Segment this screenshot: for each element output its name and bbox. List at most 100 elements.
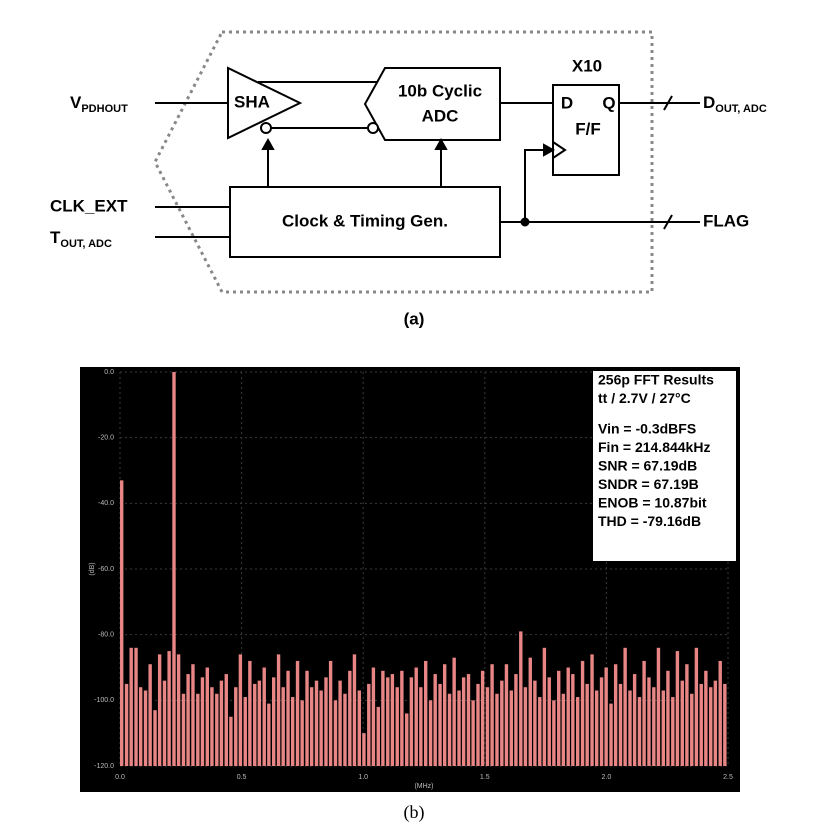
bar bbox=[219, 680, 224, 766]
bar bbox=[314, 680, 319, 766]
bar bbox=[590, 654, 594, 766]
bar bbox=[386, 677, 390, 766]
label-main: V bbox=[70, 93, 82, 112]
caption: (b) bbox=[404, 802, 425, 823]
arrow bbox=[261, 137, 275, 150]
bar bbox=[523, 687, 528, 766]
bar bbox=[604, 667, 608, 766]
bar bbox=[309, 687, 314, 766]
label-sub: OUT, ADC bbox=[60, 238, 112, 250]
block-diagram: VPDHOUT CLK_EXT TOUT, ADC SHA 10b Cyclic… bbox=[50, 30, 767, 328]
bar bbox=[495, 693, 499, 766]
bar bbox=[124, 683, 129, 766]
bar bbox=[405, 713, 409, 766]
bar bbox=[618, 683, 623, 766]
bar bbox=[652, 687, 656, 766]
bar bbox=[685, 664, 689, 766]
x-tick-label: 1.0 bbox=[358, 774, 368, 781]
output-label: FLAG bbox=[703, 211, 749, 230]
bar bbox=[295, 660, 300, 766]
bar bbox=[338, 680, 342, 766]
bar bbox=[647, 677, 651, 766]
bar bbox=[704, 670, 708, 766]
bar bbox=[671, 697, 675, 766]
pin-label: D bbox=[561, 93, 573, 112]
boundary bbox=[153, 30, 654, 294]
bar bbox=[376, 706, 380, 766]
annotation: SNDR = 67.19B bbox=[598, 476, 699, 492]
bar bbox=[186, 674, 190, 766]
bar bbox=[176, 654, 181, 766]
bar bbox=[666, 670, 670, 766]
label-sub: PDHOUT bbox=[81, 103, 128, 115]
bar bbox=[609, 703, 613, 766]
bar bbox=[272, 677, 276, 766]
bar bbox=[419, 687, 423, 766]
bar bbox=[471, 700, 475, 766]
bar bbox=[262, 667, 266, 766]
bar bbox=[143, 690, 148, 766]
arrow bbox=[434, 137, 448, 150]
y-tick-label: -100.0 bbox=[94, 697, 114, 704]
bar bbox=[538, 697, 542, 766]
bar bbox=[709, 687, 713, 766]
bar bbox=[395, 687, 399, 766]
bubble bbox=[367, 122, 379, 134]
wire bbox=[524, 149, 546, 222]
clock-input bbox=[552, 141, 567, 159]
clock-block bbox=[229, 186, 501, 258]
bar bbox=[276, 654, 281, 766]
bar bbox=[328, 660, 333, 766]
bar bbox=[680, 680, 684, 766]
bar bbox=[452, 657, 456, 766]
bar bbox=[205, 667, 210, 766]
input-label: VPDHOUT bbox=[70, 93, 128, 114]
bar bbox=[552, 700, 556, 766]
bar bbox=[181, 693, 186, 766]
chart: 0.0-20.0-40.0-60.0-80.0-100.0-120.00.0 0.… bbox=[89, 369, 733, 790]
bar bbox=[343, 693, 347, 766]
bar bbox=[215, 693, 219, 766]
bar bbox=[576, 697, 580, 766]
bar bbox=[414, 667, 418, 766]
input-label: TOUT, ADC bbox=[50, 228, 112, 249]
bar bbox=[196, 693, 200, 766]
annotation: ENOB = 10.87bit bbox=[598, 495, 707, 511]
bar bbox=[690, 693, 694, 766]
annotation: 256p FFT Results bbox=[598, 372, 714, 388]
bar bbox=[476, 683, 480, 766]
bar bbox=[120, 480, 124, 766]
ff-block bbox=[552, 84, 620, 176]
block-label: X10 bbox=[572, 56, 602, 75]
bar bbox=[461, 677, 466, 766]
bar bbox=[438, 683, 442, 766]
bar bbox=[442, 664, 447, 766]
bar bbox=[129, 647, 133, 766]
bar bbox=[267, 703, 271, 766]
bubble bbox=[260, 122, 272, 134]
bar bbox=[623, 647, 627, 766]
label-main: D bbox=[703, 93, 715, 112]
x-tick-label: 2.5 bbox=[723, 774, 733, 781]
bar bbox=[371, 667, 376, 766]
bar bbox=[485, 687, 490, 766]
bar bbox=[433, 674, 437, 766]
bar bbox=[148, 664, 152, 766]
bar bbox=[381, 670, 385, 766]
bar bbox=[357, 690, 362, 766]
block-label: ADC bbox=[422, 106, 459, 125]
bar bbox=[134, 647, 138, 766]
bar bbox=[157, 654, 162, 766]
bar bbox=[138, 687, 143, 766]
input-label: CLK_EXT bbox=[50, 196, 128, 215]
caption: (a) bbox=[404, 309, 425, 328]
bar bbox=[694, 647, 699, 766]
bar bbox=[234, 687, 238, 766]
bar bbox=[533, 680, 537, 766]
y-tick-label: -120.0 bbox=[94, 763, 114, 770]
bar bbox=[557, 670, 561, 766]
block-label: Clock & Timing Gen. bbox=[282, 211, 448, 230]
bar bbox=[153, 710, 157, 766]
bar bbox=[561, 693, 566, 766]
bar bbox=[480, 670, 485, 766]
